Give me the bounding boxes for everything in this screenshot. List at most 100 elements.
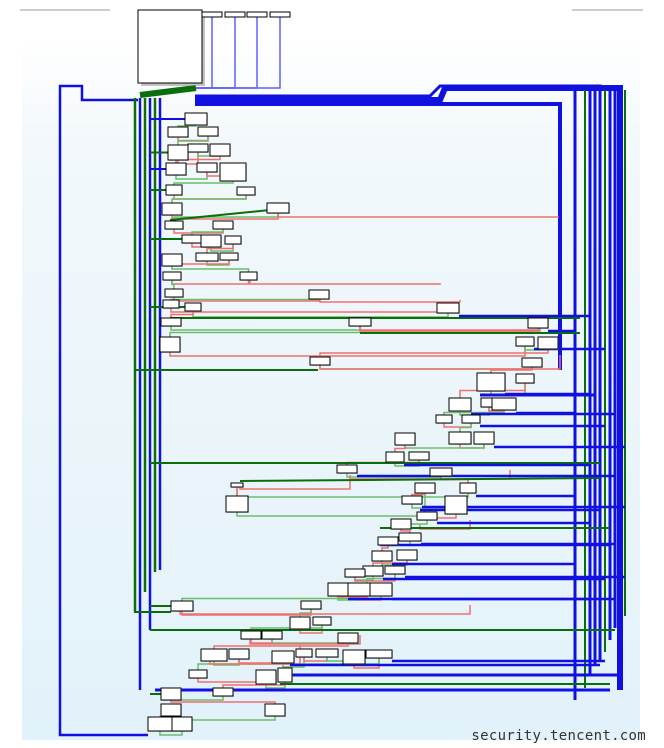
switch-case-node[interactable] [246,11,268,18]
basic-block-node[interactable] [264,703,286,717]
basic-block-node[interactable] [164,220,184,230]
basic-block-node[interactable] [212,220,234,230]
basic-block-node[interactable] [521,357,543,368]
basic-block-node[interactable] [188,669,208,679]
basic-block-node[interactable] [289,616,311,630]
basic-block-node[interactable] [167,126,189,138]
basic-block-node[interactable] [255,669,277,685]
basic-block-node[interactable] [200,234,222,248]
basic-block-node[interactable] [384,565,406,575]
basic-block-node[interactable] [527,317,549,329]
switch-case-node[interactable] [224,11,246,18]
basic-block-node[interactable] [448,431,472,445]
basic-block-node[interactable] [336,464,358,474]
basic-block-node[interactable] [377,536,399,546]
basic-block-node[interactable] [219,252,239,261]
basic-block-node[interactable] [401,495,423,505]
basic-block-node[interactable] [295,648,313,658]
basic-block-node[interactable] [436,302,460,314]
basic-block-node[interactable] [309,356,331,366]
basic-block-node[interactable] [171,716,193,732]
basic-block-node[interactable] [160,703,182,717]
basic-block-node[interactable] [385,451,405,463]
basic-block-node[interactable] [261,630,283,640]
basic-block-node[interactable] [162,299,180,309]
dispatcher-bus [195,85,623,690]
basic-block-node[interactable] [308,289,330,300]
basic-block-node[interactable] [224,235,242,245]
basic-block-node[interactable] [170,600,194,612]
basic-block-node[interactable] [365,649,393,659]
basic-block-node[interactable] [344,568,366,578]
basic-block-node[interactable] [195,252,219,262]
basic-block-node[interactable] [236,186,256,196]
basic-block-node[interactable] [348,317,372,327]
basic-block-node[interactable] [159,336,181,353]
basic-block-node[interactable] [396,549,418,561]
basic-block-node[interactable] [161,202,183,216]
switch-case-node[interactable] [269,11,291,18]
basic-block-node[interactable] [414,482,436,494]
basic-block-node[interactable] [371,550,393,562]
basic-block-node[interactable] [162,271,182,281]
basic-block-node[interactable] [515,336,535,347]
basic-block-node[interactable] [444,495,468,515]
branch-edge [170,700,276,704]
basic-block-node[interactable] [219,162,247,182]
basic-block-node[interactable] [398,532,422,542]
basic-block-node[interactable] [312,616,332,626]
basic-block-node[interactable] [515,373,535,384]
switch-case-node[interactable] [201,11,223,18]
basic-block-node[interactable] [342,649,366,665]
basic-block-node[interactable] [147,716,173,732]
basic-block-node[interactable] [448,397,472,412]
basic-block-node[interactable] [429,467,453,477]
basic-block-node[interactable] [196,162,218,173]
basic-block-node[interactable] [165,162,187,176]
basic-block-node[interactable] [408,451,430,461]
basic-block-node[interactable] [394,432,416,446]
basic-block-node[interactable] [491,397,517,411]
basic-block-node[interactable] [240,630,262,640]
basic-block-node[interactable] [315,648,339,658]
basic-block-node[interactable] [181,234,203,244]
basic-block-node[interactable] [369,582,393,597]
basic-block-node[interactable] [161,253,183,267]
basic-block-node[interactable] [473,431,495,445]
basic-block-node[interactable] [435,414,453,424]
basic-block-node[interactable] [537,336,559,350]
basic-block-node[interactable] [416,511,438,521]
basic-block-node[interactable] [200,648,228,662]
basic-block-node[interactable] [160,687,182,701]
basic-block-node[interactable] [225,495,249,513]
basic-block-node[interactable] [197,126,219,137]
basic-block-node[interactable] [184,302,202,312]
branch-edge [171,195,247,203]
basic-block-node[interactable] [390,518,412,530]
branch-edge [394,445,406,452]
basic-block-node[interactable] [266,202,290,214]
basic-block-node[interactable] [164,288,184,298]
basic-block-node[interactable] [228,648,250,660]
basic-block-node[interactable] [212,687,234,697]
basic-block-node[interactable] [167,144,189,161]
entry-node[interactable] [137,9,203,84]
basic-block-node[interactable] [476,372,506,392]
basic-block-node[interactable] [347,582,371,597]
basic-block-node[interactable] [459,482,477,494]
basic-block-node[interactable] [239,271,258,281]
basic-block-node[interactable] [184,112,208,126]
branch-edge [400,529,411,533]
basic-block-node[interactable] [337,632,359,644]
basic-block-node[interactable] [300,600,322,610]
basic-block-node[interactable] [327,582,349,597]
basic-block-node[interactable] [160,317,182,327]
basic-block-node[interactable] [461,414,481,424]
basic-block-node[interactable] [230,482,244,488]
basic-block-node[interactable] [277,667,293,683]
basic-block-node[interactable] [271,650,295,664]
basic-block-node[interactable] [187,143,209,153]
basic-block-node[interactable] [165,184,183,196]
basic-block-node[interactable] [209,143,231,157]
